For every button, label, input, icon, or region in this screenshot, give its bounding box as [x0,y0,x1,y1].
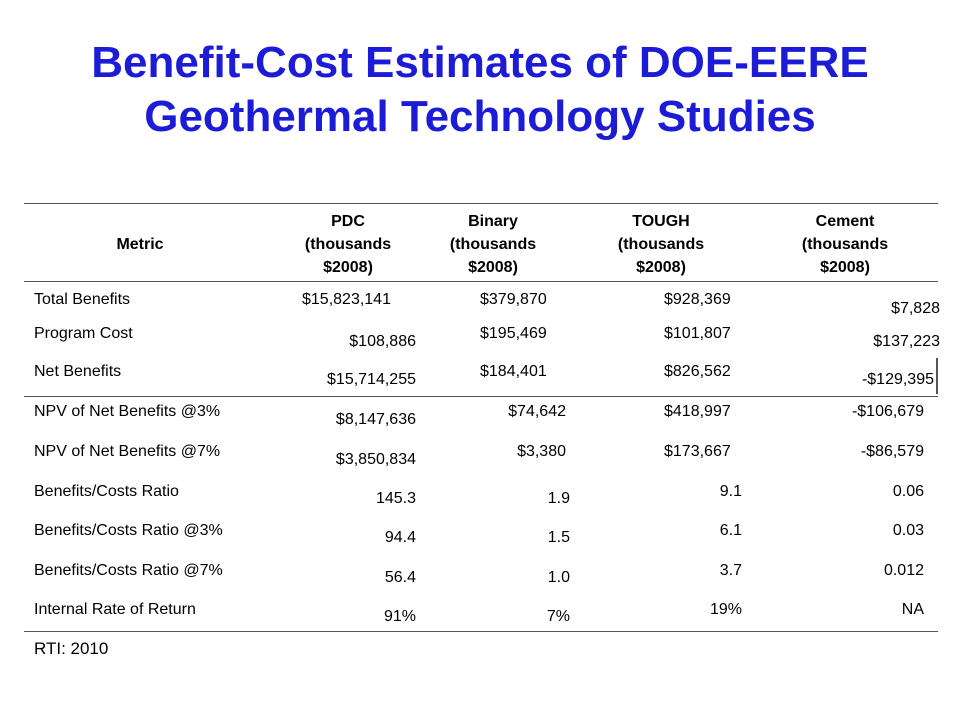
binary-value: $3,380 [517,443,566,460]
pdc-value: $3,850,834 [335,451,416,468]
header-bottom-rule [24,281,938,282]
metric-label: Benefits/Costs Ratio @7% [34,562,223,579]
pdc-value: 91% [383,608,416,625]
metric-label: Benefits/Costs Ratio @3% [34,522,223,539]
cement-value: 0.06 [892,483,924,500]
header-pdc: PDC (thousands $2008) [304,213,392,276]
metric-label: Internal Rate of Return [34,601,196,618]
section-rule [24,396,938,397]
tough-value: $826,562 [664,363,731,380]
binary-value: $195,469 [480,325,547,342]
tough-value: $101,807 [664,325,731,342]
metric-label: Total Benefits [34,291,131,308]
pdc-value: $15,714,255 [327,371,416,388]
tough-value: $928,369 [664,291,731,308]
header-metric: Metric [116,236,164,253]
pdc-value: $108,886 [349,333,416,350]
title-line-2: Geothermal Technology Studies [144,92,816,141]
tough-value: $418,997 [664,403,731,420]
table-top-rule [24,203,938,204]
tough-value: $173,667 [664,443,731,460]
cement-value: -$129,395 [861,371,934,388]
tough-value: 19% [709,601,742,618]
title-line-1: Benefit-Cost Estimates of DOE-EERE [91,38,869,87]
metric-label: NPV of Net Benefits @7% [34,443,221,460]
metric-label: Benefits/Costs Ratio [34,483,179,500]
cement-value: 0.012 [883,562,924,579]
pdc-value: 94.4 [384,529,416,546]
binary-value: 1.0 [547,569,570,586]
binary-value: $184,401 [480,363,547,380]
source-note: RTI: 2010 [34,639,109,658]
cement-value: $7,828 [891,300,940,317]
tough-value: 9.1 [719,483,742,500]
metric-label: Program Cost [34,325,133,342]
header-tough: TOUGH (thousands $2008) [617,213,705,276]
binary-value: $379,870 [480,291,547,308]
pdc-value: $8,147,636 [335,411,416,428]
pdc-value: 145.3 [375,490,416,507]
table-bottom-rule [24,631,938,632]
binary-value: 1.9 [547,490,570,507]
metric-label: Net Benefits [34,363,122,380]
cement-value: 0.03 [892,522,924,539]
binary-value: 1.5 [547,529,570,546]
cement-value: $137,223 [873,333,940,350]
cell-border-marker [936,358,938,394]
pdc-value: $15,823,141 [302,291,391,308]
tough-value: 3.7 [719,562,742,579]
cement-value: -$106,679 [851,403,924,420]
pdc-value: 56.4 [384,569,416,586]
binary-value: 7% [546,608,570,625]
cement-value: -$86,579 [860,443,924,460]
binary-value: $74,642 [508,403,566,420]
tough-value: 6.1 [719,522,742,539]
header-binary: Binary (thousands $2008) [449,213,537,276]
metric-label: NPV of Net Benefits @3% [34,403,221,420]
header-cement: Cement (thousands $2008) [801,213,889,276]
cement-value: NA [901,601,924,618]
